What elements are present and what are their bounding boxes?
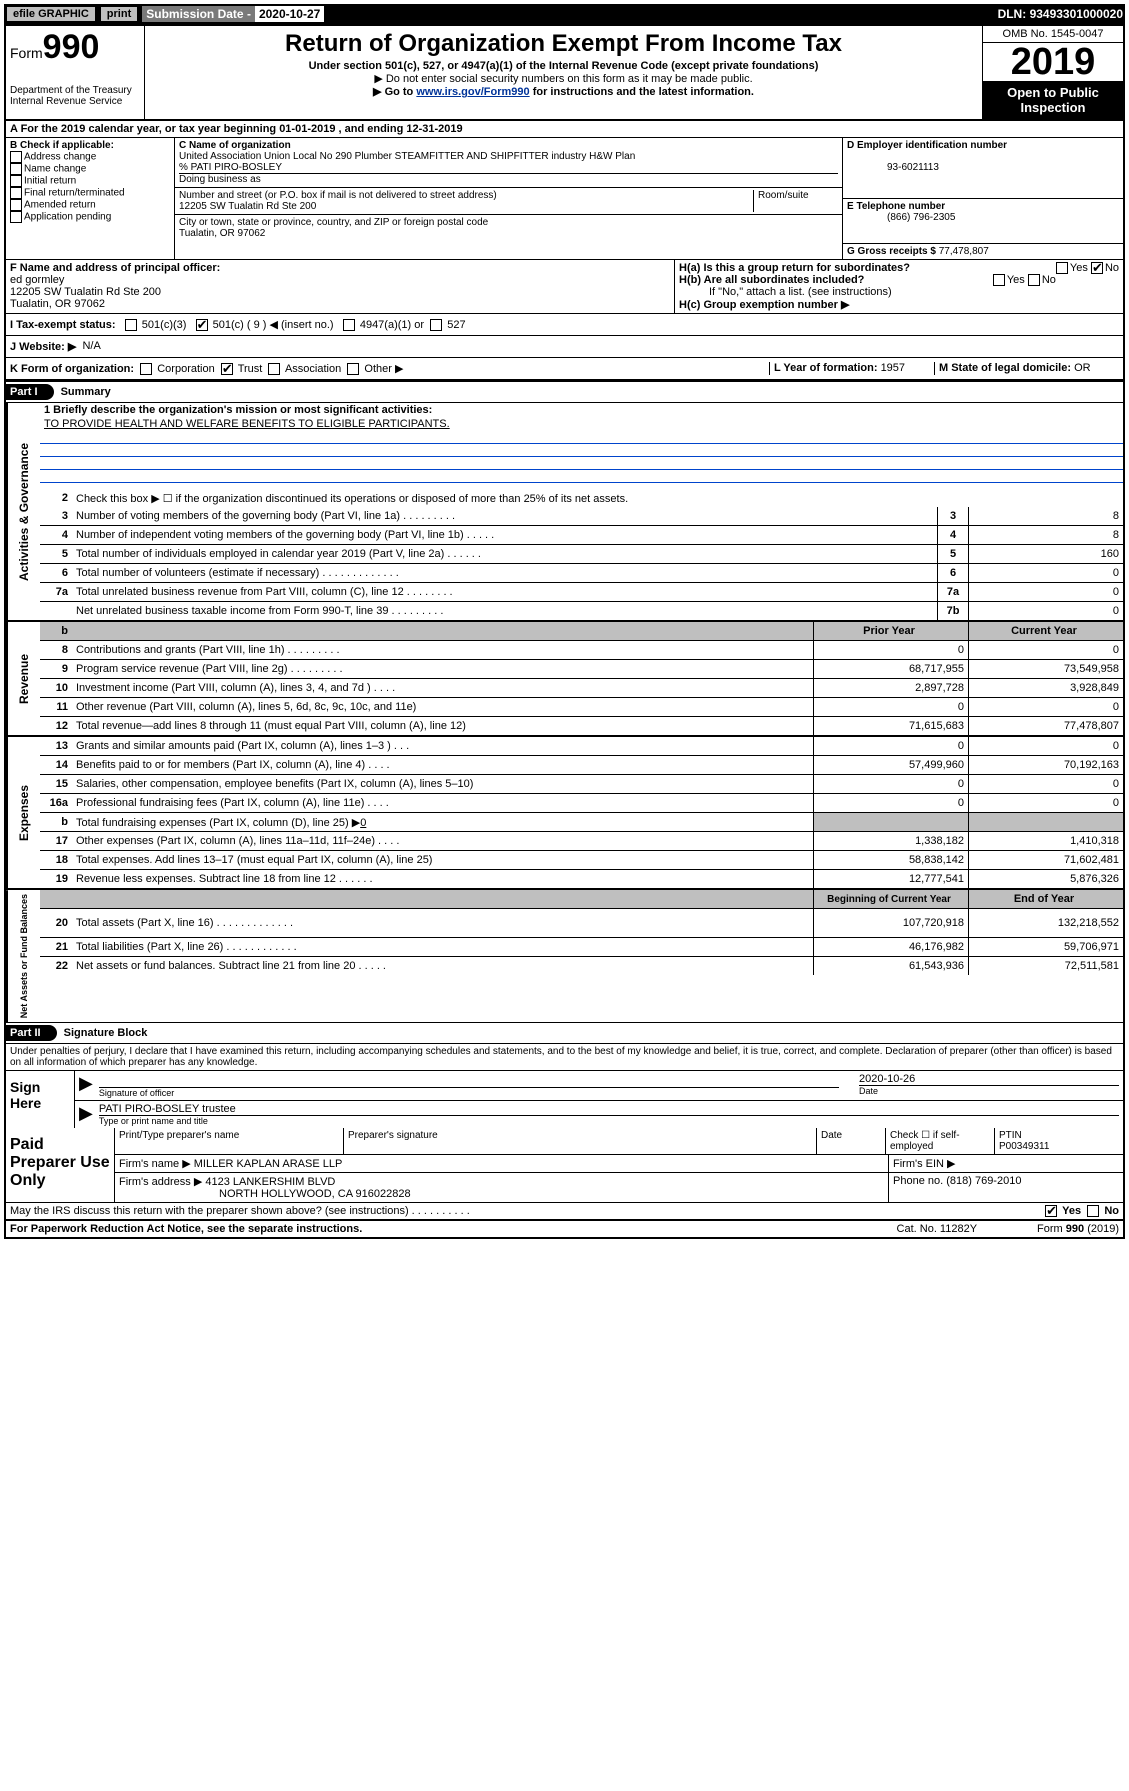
perjury: Under penalties of perjury, I declare th… [6, 1044, 1123, 1071]
irs: Internal Revenue Service [10, 96, 140, 107]
section-a: A For the 2019 calendar year, or tax yea… [6, 121, 1123, 138]
sub-label: Submission Date - [142, 6, 255, 22]
ts-c3[interactable] [125, 319, 137, 331]
chk-name[interactable] [10, 163, 22, 175]
rev-section: Revenue bPrior YearCurrent Year 8Contrib… [6, 622, 1123, 737]
korg: K Form of organization: Corporation Trus… [6, 358, 1123, 380]
open-public: Open to Public Inspection [983, 81, 1123, 119]
form-container: Form990 Department of the Treasury Inter… [4, 24, 1125, 1239]
top-bar: efile GRAPHIC print Submission Date - 20… [4, 4, 1125, 24]
note2: ▶ Go to www.irs.gov/Form990 for instruct… [151, 85, 976, 98]
ha-no[interactable] [1091, 262, 1103, 274]
section-b: B Check if applicable: Address change Na… [6, 138, 175, 259]
ts-c[interactable] [196, 319, 208, 331]
header: Form990 Department of the Treasury Inter… [6, 26, 1123, 121]
part2-hdr: Part II [6, 1025, 57, 1041]
hb-no[interactable] [1028, 274, 1040, 286]
part1-bar: Part I Summary [6, 380, 1123, 403]
print-btn[interactable]: print [100, 6, 138, 22]
footer-mid: Cat. No. 11282Y [897, 1223, 978, 1235]
sign-block: Sign Here ▶ Signature of officer 2020-10… [6, 1071, 1123, 1128]
form-num: Form990 [10, 28, 140, 67]
website: J Website: ▶ N/A [6, 336, 1123, 358]
hb-yes[interactable] [993, 274, 1005, 286]
net-section: Net Assets or Fund Balances Beginning of… [6, 890, 1123, 1023]
subtitle: Under section 501(c), 527, or 4947(a)(1)… [151, 60, 976, 72]
gov-vlabel: Activities & Governance [6, 403, 40, 620]
k-assoc[interactable] [268, 363, 280, 375]
efile-btn[interactable]: efile GRAPHIC [6, 6, 96, 22]
footer-right: Form 990 (2019) [1037, 1223, 1119, 1235]
part2-title: Signature Block [64, 1027, 148, 1039]
prep-label: Paid Preparer Use Only [6, 1128, 115, 1202]
k-trust[interactable] [221, 363, 233, 375]
exp-section: Expenses 13Grants and similar amounts pa… [6, 737, 1123, 890]
k-other[interactable] [347, 363, 359, 375]
rev-vlabel: Revenue [6, 622, 40, 735]
gov-section: Activities & Governance 1 Briefly descri… [6, 403, 1123, 622]
chk-addr[interactable] [10, 151, 22, 163]
section-c: C Name of organization United Associatio… [175, 138, 842, 259]
irs-link[interactable]: www.irs.gov/Form990 [416, 86, 529, 98]
header-right: OMB No. 1545-0047 2019 Open to Public In… [982, 26, 1123, 119]
sign-here: Sign Here [6, 1071, 75, 1128]
dln: DLN: 93493301000020 [998, 7, 1123, 21]
part2-bar: Part II Signature Block [6, 1023, 1123, 1044]
arrow-icon: ▶ [79, 1073, 93, 1098]
chk-app[interactable] [10, 211, 22, 223]
section-h: H(a) Is this a group return for subordin… [674, 260, 1123, 313]
section-de: D Employer identification number 93-6021… [842, 138, 1123, 259]
section-f: F Name and address of principal officer:… [6, 260, 674, 313]
sections-bcde: B Check if applicable: Address change Na… [6, 138, 1123, 260]
ts-a[interactable] [343, 319, 355, 331]
dept: Department of the Treasury [10, 85, 140, 96]
part1-hdr: Part I [6, 384, 54, 400]
tax-status: I Tax-exempt status: 501(c)(3) 501(c) ( … [6, 314, 1123, 336]
section-fh: F Name and address of principal officer:… [6, 260, 1123, 314]
chk-final[interactable] [10, 187, 22, 199]
header-left: Form990 Department of the Treasury Inter… [6, 26, 145, 119]
ts-527[interactable] [430, 319, 442, 331]
arrow-icon: ▶ [79, 1103, 93, 1126]
title: Return of Organization Exempt From Incom… [151, 30, 976, 58]
header-mid: Return of Organization Exempt From Incom… [145, 26, 982, 119]
net-vlabel: Net Assets or Fund Balances [6, 890, 40, 1022]
footer: For Paperwork Reduction Act Notice, see … [6, 1221, 1123, 1237]
footer-left: For Paperwork Reduction Act Notice, see … [10, 1223, 362, 1235]
ha-yes[interactable] [1056, 262, 1068, 274]
exp-vlabel: Expenses [6, 737, 40, 888]
tax-year: 2019 [983, 43, 1123, 81]
discuss: May the IRS discuss this return with the… [6, 1203, 1123, 1221]
part1-title: Summary [61, 386, 111, 398]
chk-amend[interactable] [10, 199, 22, 211]
discuss-yes[interactable] [1045, 1205, 1057, 1217]
discuss-no[interactable] [1087, 1205, 1099, 1217]
preparer-block: Paid Preparer Use Only Print/Type prepar… [6, 1128, 1123, 1203]
k-corp[interactable] [140, 363, 152, 375]
chk-init[interactable] [10, 175, 22, 187]
sub-date: 2020-10-27 [255, 6, 324, 22]
note1: ▶ Do not enter social security numbers o… [151, 72, 976, 85]
